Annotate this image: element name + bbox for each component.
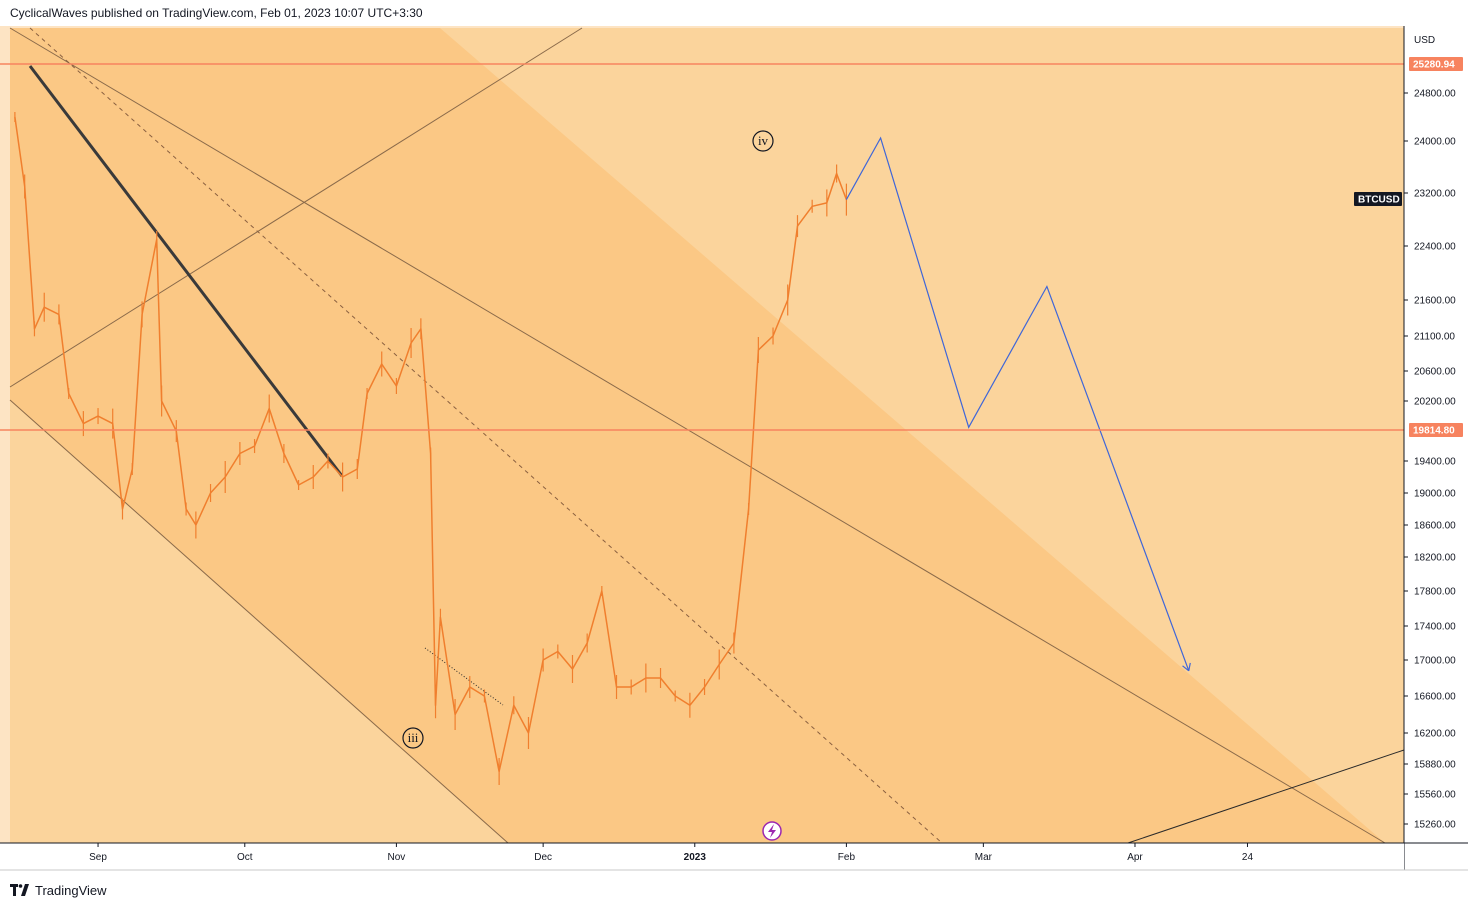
price-tick-label: 15260.00: [1414, 820, 1456, 831]
price-tick-label: 17800.00: [1414, 587, 1456, 598]
lightning-icon[interactable]: [762, 821, 782, 841]
wave-label-circle: [402, 727, 424, 749]
price-tick-label: 16200.00: [1414, 729, 1456, 740]
tradingview-footer[interactable]: TradingView: [10, 880, 107, 900]
time-tick-label: Oct: [237, 852, 253, 863]
price-tick-label: 18200.00: [1414, 553, 1456, 564]
wave-label-iv: iv: [758, 133, 769, 148]
publish-info: CyclicalWaves published on TradingView.c…: [10, 6, 423, 20]
projection-series: [845, 136, 1191, 672]
price-tick-label: 15880.00: [1414, 760, 1456, 771]
time-tick-label: Feb: [838, 852, 856, 863]
price-tick-label: 22400.00: [1414, 242, 1456, 253]
projection-arrowhead: [1188, 662, 1191, 671]
projection-arrowhead: [1182, 665, 1190, 672]
time-tick-label: Dec: [534, 852, 552, 863]
rising-trendline: [9, 27, 583, 388]
horizontal-levels[interactable]: [0, 63, 1404, 431]
symbol-tag[interactable]: [1354, 192, 1402, 206]
level-price-tag-label: 25280.94: [1413, 60, 1455, 71]
time-axis[interactable]: Sep Oct Nov Dec 2023 Feb Mar Apr 24: [0, 842, 1468, 871]
time-tick-label: Sep: [89, 852, 107, 863]
price-axis-background[interactable]: [1404, 26, 1468, 870]
channel-upper-line: [9, 27, 1386, 844]
channel-median-line: [29, 27, 943, 844]
channel-lines: [9, 27, 1405, 844]
price-tick-label: 17400.00: [1414, 622, 1456, 633]
price-tick-label: 19400.00: [1414, 457, 1456, 468]
channel-lower-line: [9, 399, 509, 844]
price-tick-label: 18600.00: [1414, 521, 1456, 532]
lower-rising-trendline: [1127, 749, 1405, 844]
lightning-icon-bolt: [768, 824, 776, 838]
price-tick-label: 23200.00: [1414, 189, 1456, 200]
projection-line: [845, 136, 1190, 672]
falling-trendline: [28, 65, 344, 477]
footer-brand: TradingView: [35, 882, 107, 898]
price-tick-label: 24800.00: [1414, 89, 1456, 100]
time-axis-background[interactable]: [0, 843, 1404, 870]
price-tick-label: 16600.00: [1414, 692, 1456, 703]
price-tick-label: 21600.00: [1414, 296, 1456, 307]
level-price-tag[interactable]: [1409, 57, 1463, 71]
time-tick-label: Apr: [1127, 852, 1143, 863]
wave-label-iii: iii: [408, 730, 419, 745]
price-tick-label: 21100.00: [1414, 332, 1455, 343]
wave-annotations: iii iv: [402, 130, 782, 841]
plot-area[interactable]: [0, 26, 1404, 870]
wave-label-circle: [752, 130, 774, 152]
tradingview-logo-icon: [10, 884, 29, 896]
time-tick-label: Nov: [388, 852, 406, 863]
level-price-tag-label: 19814.80: [1413, 426, 1455, 437]
price-series: [14, 112, 848, 785]
time-tick-label: 2023: [684, 852, 707, 863]
time-tick-label: 24: [1242, 852, 1254, 863]
symbol-tag-label: BTCUSD: [1358, 195, 1400, 206]
level-price-tag[interactable]: [1409, 423, 1463, 437]
price-tick-label: 20600.00: [1414, 367, 1456, 378]
price-tick-label: 20200.00: [1414, 397, 1456, 408]
price-tick-label: 19000.00: [1414, 489, 1456, 500]
currency-label: USD: [1414, 35, 1435, 46]
price-tick-label: 24000.00: [1414, 137, 1456, 148]
price-tick-label: 15560.00: [1414, 790, 1456, 801]
price-tick-label: 17000.00: [1414, 656, 1456, 667]
dotted-resistance-line: [424, 647, 504, 706]
time-tick-label: Mar: [975, 852, 993, 863]
price-axis[interactable]: USD 24800.00 24000.00 23200.00 22400.00 21600…: [1354, 26, 1468, 870]
